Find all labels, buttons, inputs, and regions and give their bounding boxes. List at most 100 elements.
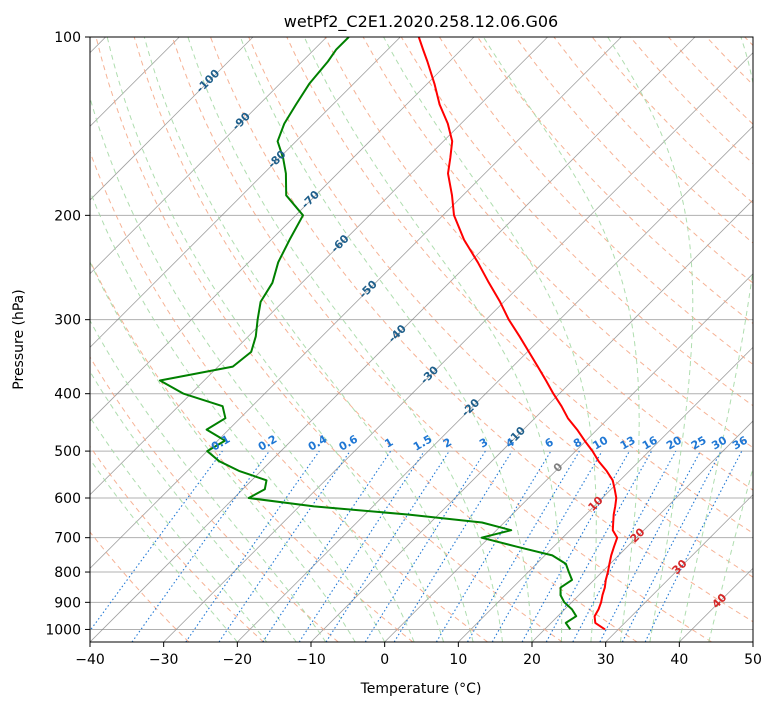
mixing-ratio-line	[325, 450, 450, 642]
moist-adiabat	[187, 37, 503, 642]
isotherm-label: -30	[418, 363, 441, 386]
dry-adiabat	[668, 37, 753, 125]
isotherm-line	[163, 52, 753, 642]
mixing-ratio-label: 13	[618, 434, 638, 453]
x-tick-label: 40	[670, 652, 688, 668]
x-tick-label: −30	[149, 652, 179, 668]
moist-adiabat	[90, 319, 327, 642]
isotherm-label: 0	[551, 460, 566, 475]
isotherm-line	[90, 37, 327, 275]
isotherm-line	[90, 37, 254, 201]
moist-adiabat	[90, 416, 268, 642]
moist-adiabat	[143, 37, 474, 642]
x-tick-label: 0	[380, 652, 389, 668]
temperature-profile	[417, 37, 619, 631]
isotherm-label: -90	[230, 110, 253, 133]
y-tick-label: 400	[54, 387, 81, 403]
dry-adiabat	[591, 37, 753, 204]
isotherm-line	[90, 37, 401, 348]
isotherm-line	[679, 567, 753, 642]
x-tick-label: 10	[449, 652, 467, 668]
mixing-ratio-label: 25	[689, 434, 709, 453]
y-tick-label: 500	[54, 444, 81, 460]
isotherm-line	[90, 37, 548, 496]
moist-adiabat	[303, 37, 563, 642]
mixing-ratio-label: 6	[543, 435, 556, 450]
y-tick-label: 200	[54, 208, 81, 224]
dry-adiabat	[90, 531, 190, 642]
y-tick-label: 800	[54, 565, 81, 581]
moist-adiabat	[106, 37, 445, 642]
mixing-ratio-line	[298, 450, 425, 642]
isotherm-line	[458, 346, 753, 642]
x-tick-label: −40	[75, 652, 105, 668]
dry-adiabat	[95, 37, 563, 642]
y-tick-label: 300	[54, 313, 81, 329]
mixing-ratio-label: 1.5	[411, 433, 434, 454]
mixing-ratio-label: 0.2	[256, 433, 279, 454]
isotherm-label: -50	[357, 277, 380, 300]
y-tick-label: 100	[54, 30, 81, 46]
dry-adiabat	[286, 37, 753, 534]
moist-adiabat	[90, 370, 297, 642]
y-tick-label: 1000	[45, 622, 81, 638]
mixing-ratio-line	[644, 450, 743, 642]
moist-adiabat	[90, 260, 356, 642]
mixing-ratio-line	[545, 450, 653, 642]
dry-adiabat	[210, 37, 753, 623]
isotherm-line	[310, 199, 753, 642]
mixing-ratio-label: 20	[664, 433, 684, 452]
mixing-ratio-line	[90, 450, 223, 632]
mixing-ratio-label: 1	[382, 436, 395, 451]
moist-adiabat	[482, 37, 640, 642]
mixing-ratio-label: 0.4	[306, 432, 330, 453]
mixing-ratio-label: 3	[477, 436, 490, 451]
mixing-ratio-line	[572, 450, 677, 642]
mixing-ratio-line	[467, 450, 580, 642]
x-tick-label: 20	[523, 652, 541, 668]
dry-adiabat	[90, 445, 264, 642]
dry-adiabat	[438, 37, 753, 366]
chart-title: wetPf2_C2E1.2020.258.12.06.G06	[284, 12, 558, 32]
y-axis-label: Pressure (hPa)	[11, 289, 27, 389]
dewpoint-profile	[159, 37, 578, 630]
mixing-ratio-line	[218, 450, 351, 642]
isotherm-label: -100	[194, 67, 223, 96]
mixing-ratio-line	[185, 450, 320, 642]
dry-adiabat	[133, 37, 638, 642]
isotherm-line	[605, 494, 753, 642]
moist-adiabat	[383, 37, 597, 642]
mixing-ratio-label: 16	[640, 433, 660, 452]
mixing-ratio-label: 36	[730, 433, 750, 452]
mixing-ratio-line	[393, 450, 513, 642]
isotherm-line	[384, 273, 753, 642]
mixing-ratio-label: 30	[709, 433, 729, 452]
x-axis-label: Temperature (°C)	[360, 681, 482, 697]
dry-adiabat	[90, 150, 488, 642]
isotherm-line	[90, 37, 696, 642]
mixing-ratio-label: 10	[590, 433, 610, 452]
x-tick-label: 30	[597, 652, 615, 668]
isotherm-label: 20	[628, 525, 648, 545]
isotherm-label: 30	[670, 557, 690, 577]
isotherm-label: -20	[459, 396, 482, 419]
isotherm-line	[237, 125, 753, 642]
isotherm-line	[752, 641, 753, 642]
mixing-ratio-label: 0.6	[337, 432, 361, 453]
mixing-ratio-line	[131, 450, 270, 642]
mixing-ratio-line	[364, 450, 486, 642]
moist-adiabat	[239, 37, 533, 642]
isotherm-line	[90, 37, 475, 422]
moist-adiabat	[90, 189, 386, 642]
dry-adiabat	[90, 356, 339, 642]
x-tick-label: 50	[744, 652, 762, 668]
dry-adiabat	[248, 37, 753, 578]
moist-adiabat	[90, 96, 415, 642]
isotherm-label: -40	[386, 322, 409, 345]
dry-adiabat	[171, 37, 712, 642]
y-tick-label: 900	[54, 595, 81, 611]
x-tick-label: −10	[296, 652, 326, 668]
plot-frame	[89, 36, 754, 643]
isotherm-label: -70	[299, 188, 322, 211]
